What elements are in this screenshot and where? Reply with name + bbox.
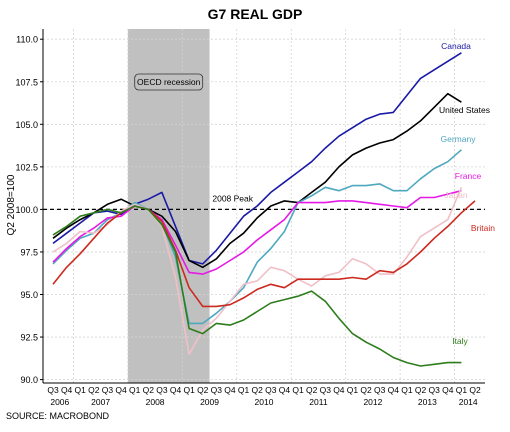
x-tick-year-label: 2008 (146, 397, 165, 407)
x-tick-quarter-label: Q3 (428, 385, 440, 395)
x-tick-quarter-label: Q2 (469, 385, 481, 395)
y-tick-label: 100.0 (15, 205, 38, 215)
x-tick-quarter-label: Q3 (374, 385, 386, 395)
series-line-canada (52, 52, 462, 265)
series-label-italy: Italy (452, 336, 468, 346)
x-tick-year-label: 2009 (200, 397, 219, 407)
peak-reference-label: 2008 Peak (212, 193, 253, 203)
x-tick-quarter-label: Q4 (388, 385, 400, 395)
x-tick-quarter-label: Q3 (320, 385, 332, 395)
x-tick-quarter-label: Q3 (265, 385, 277, 395)
x-tick-quarter-label: Q4 (115, 385, 127, 395)
x-tick-quarter-label: Q4 (61, 385, 73, 395)
series-label-france: France (455, 171, 482, 181)
x-tick-year-label: 2013 (418, 397, 437, 407)
x-tick-quarter-label: Q1 (292, 385, 304, 395)
x-tick-quarter-label: Q3 (102, 385, 114, 395)
x-tick-quarter-label: Q3 (156, 385, 168, 395)
recession-label: OECD recession (137, 77, 201, 87)
x-tick-quarter-label: Q2 (306, 385, 318, 395)
y-tick-label: 107.5 (15, 77, 38, 87)
x-tick-quarter-label: Q4 (333, 385, 345, 395)
x-tick-quarter-label: Q1 (347, 385, 359, 395)
y-tick-label: 102.5 (15, 162, 38, 172)
x-tick-year-label: 2012 (363, 397, 382, 407)
x-tick-quarter-label: Q3 (47, 385, 59, 395)
y-tick-label: 92.5 (20, 333, 38, 343)
x-tick-quarter-label: Q2 (252, 385, 264, 395)
recession-label-box (134, 73, 204, 91)
x-tick-quarter-label: Q3 (211, 385, 223, 395)
x-tick-quarter-label: Q4 (279, 385, 291, 395)
source-label: SOURCE: MACROBOND (6, 411, 110, 421)
x-tick-quarter-label: Q1 (401, 385, 413, 395)
chart-title: G7 REAL GDP (208, 6, 303, 22)
x-tick-year-label: 2007 (91, 397, 110, 407)
y-tick-label: 95.0 (20, 290, 38, 300)
x-tick-quarter-label: Q1 (183, 385, 195, 395)
y-axis-label: Q2 2008=100 (6, 174, 17, 235)
series-line-france (52, 189, 462, 275)
x-tick-quarter-label: Q2 (415, 385, 427, 395)
x-tick-quarter-label: Q1 (129, 385, 141, 395)
plot-area (43, 29, 485, 383)
y-tick-label: 90.0 (20, 375, 38, 385)
series-line-united-states (52, 92, 462, 269)
x-tick-quarter-label: Q1 (456, 385, 468, 395)
x-tick-quarter-label: Q2 (88, 385, 100, 395)
x-tick-quarter-label: Q1 (75, 385, 87, 395)
x-tick-quarter-label: Q2 (360, 385, 372, 395)
x-tick-year-label: 2010 (255, 397, 274, 407)
series-label-united-states: United States (439, 105, 490, 115)
x-tick-quarter-label: Q2 (197, 385, 209, 395)
y-tick-label: 97.5 (20, 247, 38, 257)
x-tick-quarter-label: Q1 (238, 385, 250, 395)
x-tick-year-label: 2011 (309, 397, 328, 407)
series-label-japan: Japan (444, 190, 467, 200)
x-tick-year-label: 2006 (50, 397, 69, 407)
x-tick-quarter-label: Q4 (442, 385, 454, 395)
x-tick-quarter-label: Q2 (143, 385, 155, 395)
series-line-italy (52, 205, 462, 367)
series-line-japan (52, 186, 463, 355)
series-label-germany: Germany (441, 134, 477, 144)
x-tick-quarter-label: Q4 (224, 385, 236, 395)
y-tick-label: 105.0 (15, 120, 38, 130)
series-label-canada: Canada (441, 41, 471, 51)
x-tick-quarter-label: Q4 (170, 385, 182, 395)
series-label-britain: Britain (471, 223, 495, 233)
x-tick-year-label: 2014 (459, 397, 478, 407)
y-tick-label: 110.0 (16, 35, 38, 45)
